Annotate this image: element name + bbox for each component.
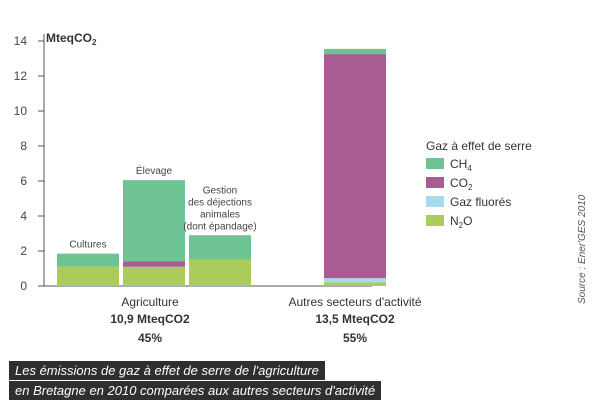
- bar-segment-n2o: [57, 266, 119, 286]
- group-share: 45%: [138, 331, 162, 345]
- legend-label-ch4: CH4: [450, 157, 472, 173]
- y-tick-label: 12: [14, 69, 28, 83]
- y-tick-label: 2: [20, 244, 27, 258]
- y-tick-label: 10: [14, 104, 28, 118]
- bar-segment-co2: [324, 54, 386, 279]
- bar-label: des déjections: [188, 197, 252, 208]
- bar-label: animales: [200, 209, 240, 220]
- bar-segment-ch4: [123, 180, 185, 262]
- legend-swatch-n2o: [426, 215, 444, 226]
- caption-line-2: en Bretagne en 2010 comparées aux autres…: [9, 381, 382, 400]
- bar-segment-ch4: [324, 48, 386, 55]
- caption-line-1: Les émissions de gaz à effet de serre de…: [9, 361, 325, 380]
- group-name: Agriculture: [121, 295, 179, 309]
- group-share: 55%: [343, 331, 367, 345]
- bar-segment-n2o: [324, 282, 386, 286]
- bar-segment-co2: [123, 261, 185, 267]
- y-tick-label: 8: [20, 139, 27, 153]
- bar-segment-n2o: [123, 266, 185, 286]
- y-axis-unit-label: MteqCO2: [46, 31, 97, 47]
- bar-label: Cultures: [69, 240, 106, 251]
- legend-swatch-ch4: [426, 158, 444, 169]
- group-name: Autres secteurs d'activité: [288, 295, 421, 309]
- y-tick-label: 4: [20, 209, 27, 223]
- bars: [57, 48, 386, 286]
- legend-title: Gaz à effet de serre: [426, 139, 532, 153]
- bar-segment-fluo: [324, 278, 386, 283]
- legend: Gaz à effet de serre CH4 CO2 Gaz fluorés N2O: [426, 139, 532, 230]
- legend-label-n2o: N2O: [450, 214, 472, 230]
- bar-label: (dont épandage): [183, 221, 256, 232]
- legend-label-fluo: Gaz fluorés: [450, 195, 511, 209]
- source-note: Source : Ener'GES 2010: [577, 194, 588, 304]
- group-labels: Agriculture 10,9 MteqCO2 45% Autres secteur…: [110, 295, 422, 345]
- bar-label: Élevage: [136, 164, 173, 177]
- y-tick-label: 14: [14, 34, 28, 48]
- group-total: 10,9 MteqCO2: [110, 312, 190, 326]
- bar-segment-ch4: [57, 253, 119, 267]
- legend-label-co2: CO2: [450, 176, 473, 192]
- y-tick-label: 0: [20, 279, 27, 293]
- bar-segment-ch4: [189, 235, 251, 260]
- legend-swatch-fluo: [426, 196, 444, 207]
- y-tick-label: 6: [20, 174, 27, 188]
- bar-segment-n2o: [189, 259, 251, 286]
- group-total: 13,5 MteqCO2: [315, 312, 395, 326]
- legend-swatch-co2: [426, 177, 444, 188]
- bar-label: Gestion: [203, 185, 237, 196]
